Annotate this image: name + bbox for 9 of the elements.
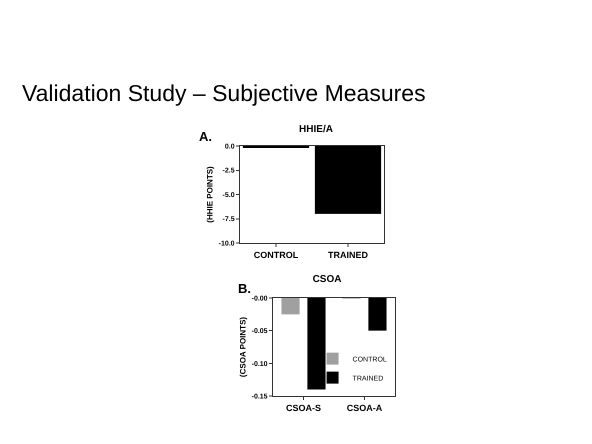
text: B. xyxy=(238,281,251,296)
x-tick-label: CSOA-S xyxy=(286,402,322,413)
chart-title: CSOA xyxy=(312,274,342,285)
chart-title: HHIE/A xyxy=(299,124,333,135)
text: Validation Study – Subjective Measures xyxy=(21,80,427,107)
text: A. xyxy=(199,129,212,144)
y-axis-title: (CSOA POINTS) xyxy=(238,316,248,378)
y-axis-title: (HHIE POINTS) xyxy=(205,166,214,223)
x-tick-label: CSOA-A xyxy=(346,402,383,413)
